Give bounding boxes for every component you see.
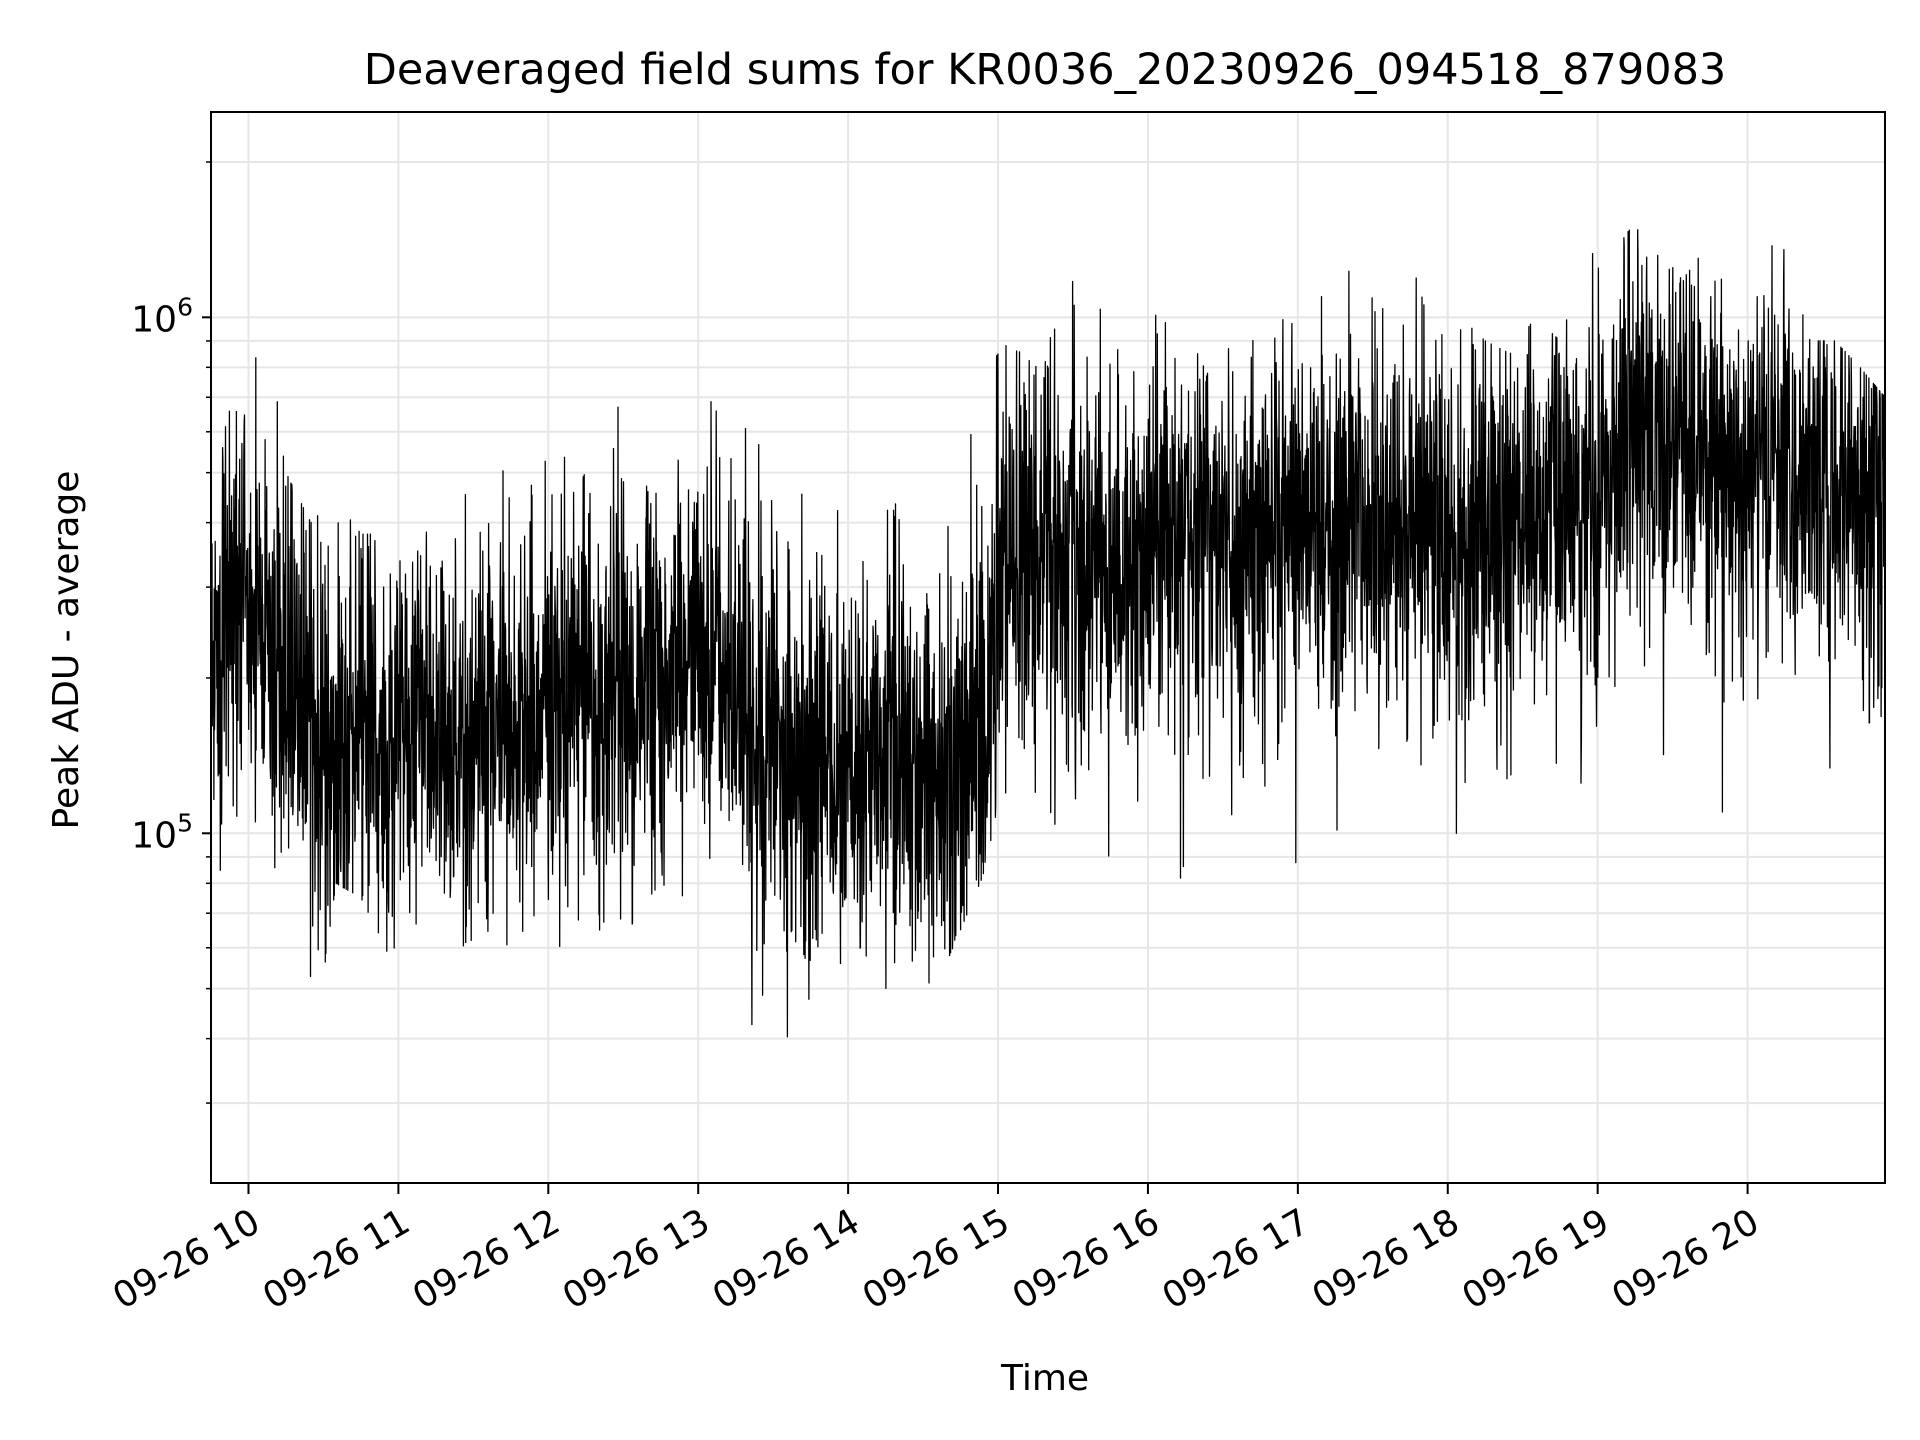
y-tick-label-base: 10: [131, 299, 177, 340]
chart-title: Deaveraged field sums for KR0036_2023092…: [364, 45, 1727, 95]
y-axis-label: Peak ADU - average: [46, 471, 87, 830]
y-tick-label-exponent: 6: [177, 292, 193, 321]
x-axis-label: Time: [1000, 1358, 1089, 1399]
series-line-group: [210, 229, 1886, 1038]
y-tick-label-exponent: 5: [177, 808, 193, 837]
y-tick-label-base: 10: [131, 815, 177, 856]
y-tick-label: 106: [131, 292, 193, 340]
y-tick-label: 105: [131, 808, 193, 856]
series-line: [210, 229, 1886, 1038]
plot-frame: [210, 111, 1886, 1184]
